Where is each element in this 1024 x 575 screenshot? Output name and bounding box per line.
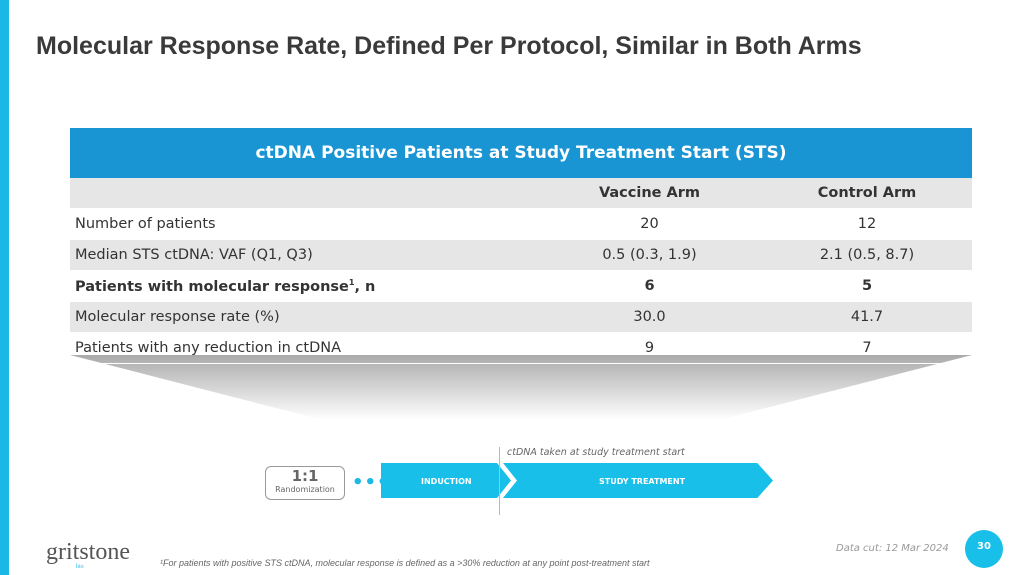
col-vaccine: Vaccine Arm	[598, 185, 701, 201]
footnote: ¹For patients with positive STS ctDNA, m…	[160, 558, 650, 568]
randomization-box: 1:1 Randomization	[265, 466, 345, 500]
table-row: Median STS ctDNA: VAF (Q1, Q3) 0.5 (0.3, …	[70, 240, 972, 271]
funnel-shadow	[70, 355, 972, 420]
table-header: ctDNA Positive Patients at Study Treatme…	[70, 128, 972, 178]
ellipsis-dots: •••	[352, 472, 390, 493]
treatment-arrow	[381, 463, 773, 498]
results-table: ctDNA Positive Patients at Study Treatme…	[70, 128, 972, 364]
induction-label: INDUCTION	[421, 477, 472, 486]
table-row: Molecular response rate (%) 30.0 41.7	[70, 302, 972, 333]
page-title: Molecular Response Rate, Defined Per Pro…	[36, 32, 862, 60]
gritstone-logo: gritstone bio	[46, 539, 130, 570]
col-control: Control Arm	[817, 185, 917, 201]
accent-bar	[0, 0, 9, 575]
column-headers: Vaccine Arm Control Arm	[70, 178, 972, 209]
page-number: 30	[965, 530, 1003, 568]
sts-marker-line	[499, 447, 500, 515]
table-row: Patients with any reduction in ctDNA 9 7	[70, 333, 972, 364]
table-row: Number of patients 20 12	[70, 209, 972, 240]
data-cut: Data cut: 12 Mar 2024	[836, 543, 949, 554]
study-treatment-label: STUDY TREATMENT	[599, 477, 686, 486]
sts-caption: ctDNA taken at study treatment start	[507, 447, 685, 458]
